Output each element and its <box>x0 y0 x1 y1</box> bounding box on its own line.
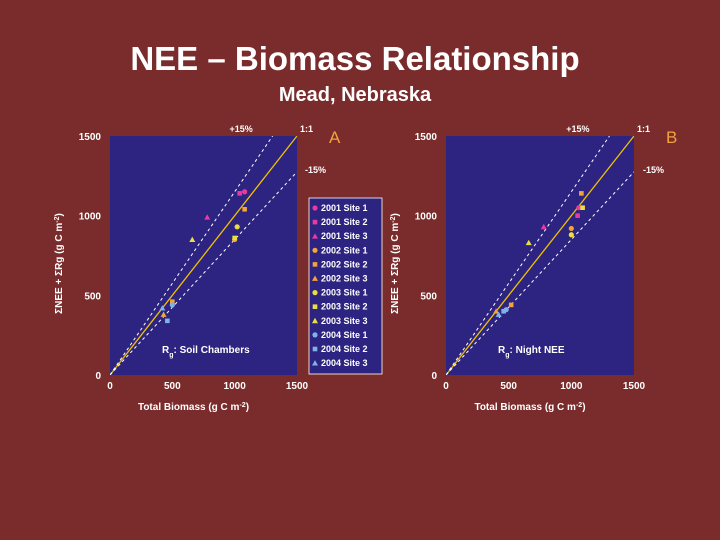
legend-label: 2004 Site 1 <box>321 330 368 340</box>
panel-b-annotation: Rg: Night NEE <box>498 345 565 359</box>
panel-a-letter: A <box>329 128 341 147</box>
panel-a-data-point <box>237 191 242 196</box>
panel-a-minus15-label: -15% <box>305 165 326 175</box>
panel-a-ytick-label: 1000 <box>79 212 102 223</box>
panel-b-data-point <box>576 205 582 211</box>
panel-a-data-point <box>165 318 170 324</box>
panel-b-ytick-label: 1500 <box>415 132 438 143</box>
panel-b-minus15-label: -15% <box>643 165 664 175</box>
legend-marker <box>312 317 318 324</box>
panel-b-data-point <box>580 205 585 210</box>
panel-b-ytick-label: 1000 <box>415 212 438 223</box>
legend-marker <box>312 346 318 352</box>
panel-a-data-point <box>242 189 248 195</box>
panel-a-data-point <box>242 206 247 212</box>
legend-marker <box>312 275 318 281</box>
panel-b-data-point <box>508 302 514 308</box>
legend-marker <box>312 205 318 211</box>
panel-a-ytick-label: 500 <box>84 291 101 302</box>
legend-marker <box>312 290 318 296</box>
legend-label: 2001 Site 2 <box>321 217 368 227</box>
panel-a-data-point <box>160 311 167 317</box>
slide-subtitle: Mead, Nebraska <box>278 84 432 106</box>
legend-marker <box>312 247 318 253</box>
panel-a-data-point <box>232 235 237 241</box>
legend-marker <box>312 219 318 225</box>
legend-label: 2002 Site 1 <box>321 245 368 255</box>
legend-label: 2002 Site 2 <box>321 259 368 269</box>
legend-label: 2001 Site 3 <box>321 231 368 241</box>
panel-a-data-point <box>234 224 240 230</box>
panel-a-data-point <box>170 299 175 305</box>
panel-b-one-to-one-label: 1:1 <box>637 124 650 134</box>
panel-a-xtick-label: 1000 <box>224 381 247 392</box>
panel-b-xtick-label: 1500 <box>623 381 646 392</box>
panel-b-data-point <box>568 232 574 238</box>
panel-b-data-point <box>575 213 580 218</box>
panel-b-ytick-label: 500 <box>420 291 437 302</box>
panel-b-xtick-label: 0 <box>443 381 449 392</box>
panel-a-x-axis-title: Total Biomass (g C m-2) <box>138 402 249 414</box>
panel-a-plus15-label: +15% <box>229 124 252 134</box>
panel-a-data-point <box>169 302 175 308</box>
legend-marker <box>312 332 318 338</box>
legend-marker <box>312 360 318 366</box>
legend-marker <box>312 304 318 309</box>
panel-b-data-point <box>568 225 574 232</box>
panel-b-data-point <box>493 308 500 314</box>
panel-b-xtick-label: 500 <box>500 381 517 392</box>
legend-label: 2004 Site 3 <box>321 358 368 368</box>
panel-a-y-axis-title: ΣNEE + ΣRg (g C m-2) <box>54 213 66 314</box>
panel-b-y-axis-title: ΣNEE + ΣRg (g C m-2) <box>390 213 402 314</box>
panel-a-one-to-one-label: 1:1 <box>300 124 313 134</box>
panel-a-ytick-label: 1500 <box>79 132 102 143</box>
panel-b-data-point <box>540 223 547 230</box>
panel-a-xtick-label: 1500 <box>286 381 309 392</box>
panel-a-xtick-label: 500 <box>164 381 181 392</box>
panel-a-xtick-label: 0 <box>107 381 113 392</box>
panel-b-data-point <box>579 191 584 196</box>
legend-label: 2004 Site 2 <box>321 344 368 354</box>
panel-b-plus15-label: +15% <box>566 124 589 134</box>
legend-label: 2003 Site 1 <box>321 288 368 298</box>
panel-b-ref-line <box>446 171 634 375</box>
panel-b-x-axis-title: Total Biomass (g C m-2) <box>474 402 585 414</box>
legend-label: 2003 Site 3 <box>321 316 368 326</box>
panel-a-data-point <box>204 214 211 220</box>
panel-b-ref-line <box>446 136 610 375</box>
panel-b-data-point <box>525 239 532 246</box>
panel-b-ref-line <box>446 136 634 375</box>
panel-b-letter: B <box>666 128 677 147</box>
legend-box <box>308 197 383 375</box>
panel-a-ytick-label: 0 <box>95 371 101 382</box>
panel-b-data-point <box>495 311 502 317</box>
panel-a-ref-line <box>110 136 274 375</box>
slide-title: NEE – Biomass Relationship <box>130 40 580 77</box>
panel-b-data-point <box>501 308 506 314</box>
panel-a-annotation: Rg: Soil Chambers <box>162 345 250 359</box>
legend-label: 2001 Site 1 <box>321 203 368 213</box>
panel-b-xtick-label: 1000 <box>560 381 583 392</box>
legend-marker <box>312 262 318 267</box>
panel-a-data-point <box>159 305 166 311</box>
panel-a-data-point <box>189 236 196 242</box>
legend-label: 2002 Site 3 <box>321 274 368 284</box>
legend-label: 2003 Site 2 <box>321 302 368 312</box>
legend-marker <box>312 233 318 239</box>
panel-b-ytick-label: 0 <box>431 371 437 382</box>
panel-a-ref-line <box>110 171 297 375</box>
panel-a-ref-line <box>110 136 297 375</box>
